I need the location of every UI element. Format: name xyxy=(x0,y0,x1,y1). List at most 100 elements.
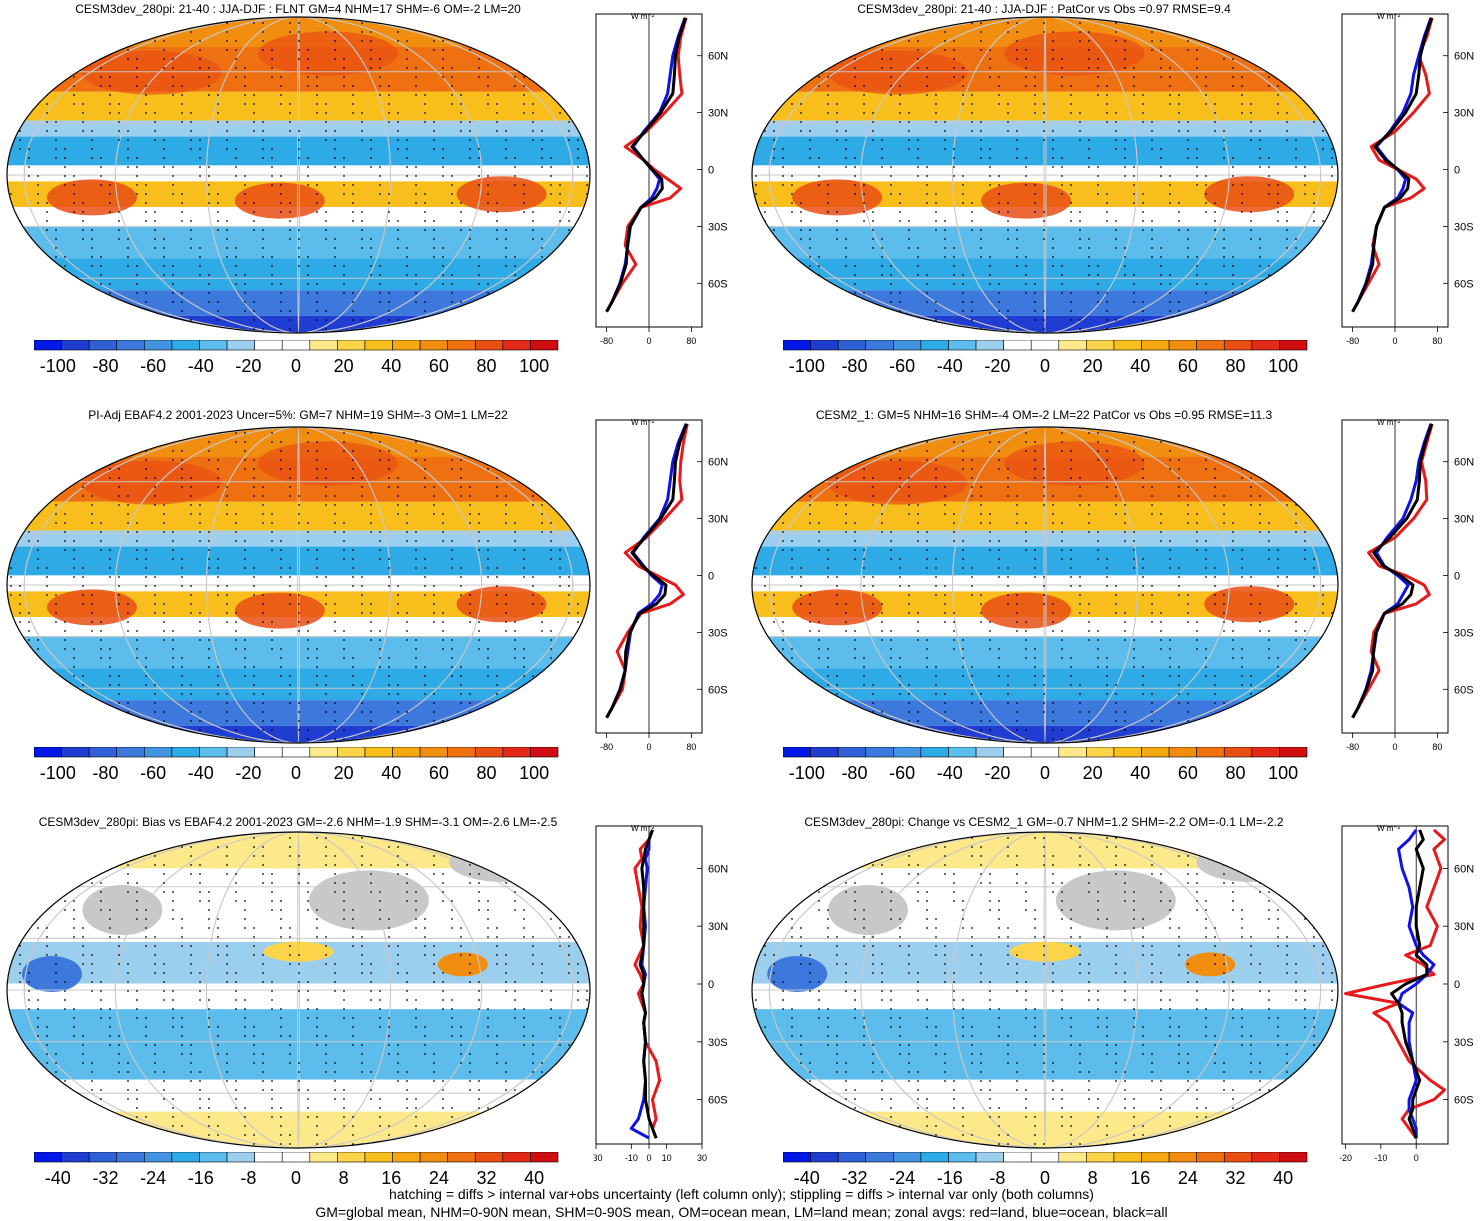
profile-unit: W m⁻² xyxy=(631,12,655,21)
colorbar-label: 40 xyxy=(524,1168,544,1188)
colorbar-swatch xyxy=(254,747,283,758)
map-anomaly xyxy=(257,31,398,76)
map-meridian xyxy=(1043,832,1047,1148)
map-outline xyxy=(751,16,1339,334)
map-meridian xyxy=(768,17,1322,333)
colorbar-swatch xyxy=(199,747,228,758)
map-band xyxy=(7,832,590,869)
profile-x-tick: 0 xyxy=(1392,336,1397,346)
zonal-profile: W m⁻² -30 -10 0 10 30 60N 30N 0 30S 60S xyxy=(594,824,728,1163)
colorbar-swatch xyxy=(1223,340,1253,351)
map-meridian xyxy=(114,427,483,743)
profile-y-tick: 60S xyxy=(1454,684,1474,696)
colorbar-swatch xyxy=(920,747,949,758)
map-missing xyxy=(1196,842,1307,882)
map-band xyxy=(752,1009,1338,1080)
colorbar-swatch xyxy=(474,747,504,758)
panel-title: CESM3dev_280pi: 21-40 : JJA-DJF : PatCor… xyxy=(857,2,1231,16)
colorbar-swatch xyxy=(502,1152,531,1163)
colorbar-label: 80 xyxy=(1226,356,1246,376)
colorbar-swatch xyxy=(1196,340,1225,351)
map-band xyxy=(752,530,1338,547)
colorbar-swatch xyxy=(474,340,504,351)
map-band xyxy=(752,120,1338,137)
colorbar-label: -32 xyxy=(92,1168,118,1188)
map-plot xyxy=(6,426,591,744)
colorbar-swatch xyxy=(61,340,90,351)
colorbar-swatch xyxy=(116,1152,145,1163)
colorbar-label: 60 xyxy=(1178,356,1198,376)
colorbar-swatch xyxy=(364,340,393,351)
colorbar-label: 20 xyxy=(334,356,354,376)
colorbar-label: 0 xyxy=(291,356,301,376)
panel-title: CESM2_1: GM=5 NHM=16 SHM=-4 OM=-2 LM=22 … xyxy=(815,408,1273,422)
map-meridian xyxy=(114,17,483,333)
colorbar-label: 0 xyxy=(1040,356,1050,376)
profile-x-tick: 80 xyxy=(686,742,696,752)
map-anomaly xyxy=(81,460,222,505)
profile-x-tick: 0 xyxy=(646,336,651,346)
colorbar: -100 -80 -60 -40 -20 0 20 40 60 80 100 xyxy=(783,747,1308,783)
profile-line-land xyxy=(1344,828,1446,1139)
colorbar-label: 40 xyxy=(381,356,401,376)
colorbar-swatch xyxy=(447,340,476,351)
colorbar-label: 16 xyxy=(1130,1168,1150,1188)
map-outline xyxy=(751,426,1339,744)
colorbar-swatch xyxy=(254,1152,283,1163)
map-anomaly xyxy=(792,589,883,626)
colorbar-swatch xyxy=(364,1152,393,1163)
colorbar-swatch xyxy=(948,747,977,758)
map-band xyxy=(752,983,1338,1010)
map-band xyxy=(7,226,590,259)
colorbar-label: 80 xyxy=(477,763,497,783)
map-anomaly xyxy=(1204,586,1295,623)
profile-y-tick: 0 xyxy=(708,571,714,583)
colorbar: -100 -80 -60 -40 -20 0 20 40 60 80 100 xyxy=(34,747,559,783)
colorbar-label: 60 xyxy=(1178,763,1198,783)
colorbar-label: 80 xyxy=(477,356,497,376)
colorbar-label: -60 xyxy=(889,356,915,376)
map-meridian xyxy=(23,427,574,743)
colorbar-swatch xyxy=(1003,747,1032,758)
map-meridian xyxy=(1043,17,1047,333)
colorbar-swatch xyxy=(502,747,531,758)
profile-x-tick: 80 xyxy=(1432,742,1442,752)
map-band xyxy=(7,983,590,1010)
map-band xyxy=(752,546,1338,576)
map-missing xyxy=(828,885,908,935)
panel-title: CESM3dev_280pi: Change vs CESM2_1 GM=-0.… xyxy=(804,815,1284,829)
colorbar-swatch xyxy=(810,747,839,758)
colorbar-swatch xyxy=(1168,1152,1197,1163)
profile-y-tick: 60N xyxy=(1454,863,1474,875)
map-anomaly xyxy=(234,182,325,219)
map-band xyxy=(752,1079,1338,1112)
colorbar-swatch xyxy=(199,340,228,351)
colorbar-label: -100 xyxy=(40,763,76,783)
profile-y-tick: 0 xyxy=(708,165,714,177)
colorbar-swatch xyxy=(1086,1152,1115,1163)
map-anomaly xyxy=(456,176,547,213)
map-plot xyxy=(6,16,591,334)
profile-x-tick: -10 xyxy=(625,1153,638,1163)
profile-y-tick: 30N xyxy=(1454,514,1474,526)
map-band xyxy=(752,136,1338,166)
map-band xyxy=(7,530,590,547)
profile-y-tick: 30N xyxy=(1454,108,1474,120)
map-meridian xyxy=(205,17,392,333)
zonal-profile: W m⁻² -80 0 80 60N 30N 0 30S 60S xyxy=(595,12,728,346)
map-meridian xyxy=(951,17,1139,333)
colorbar-swatch xyxy=(865,340,894,351)
colorbar-label: -20 xyxy=(235,763,261,783)
map-anomaly xyxy=(1004,31,1145,76)
map-anomaly xyxy=(46,589,137,626)
colorbar-swatch xyxy=(865,747,894,758)
map-meridian xyxy=(205,427,392,743)
map-band xyxy=(752,725,1338,743)
colorbar-swatch xyxy=(144,340,173,351)
colorbar-label: 32 xyxy=(1226,1168,1246,1188)
map-missing xyxy=(1055,870,1176,931)
colorbar-swatch xyxy=(1058,340,1087,351)
colorbar-swatch xyxy=(837,340,867,351)
colorbar-swatch xyxy=(502,340,531,351)
zonal-profile: W m⁻² -80 0 80 60N 30N 0 30S 60S xyxy=(595,418,728,752)
